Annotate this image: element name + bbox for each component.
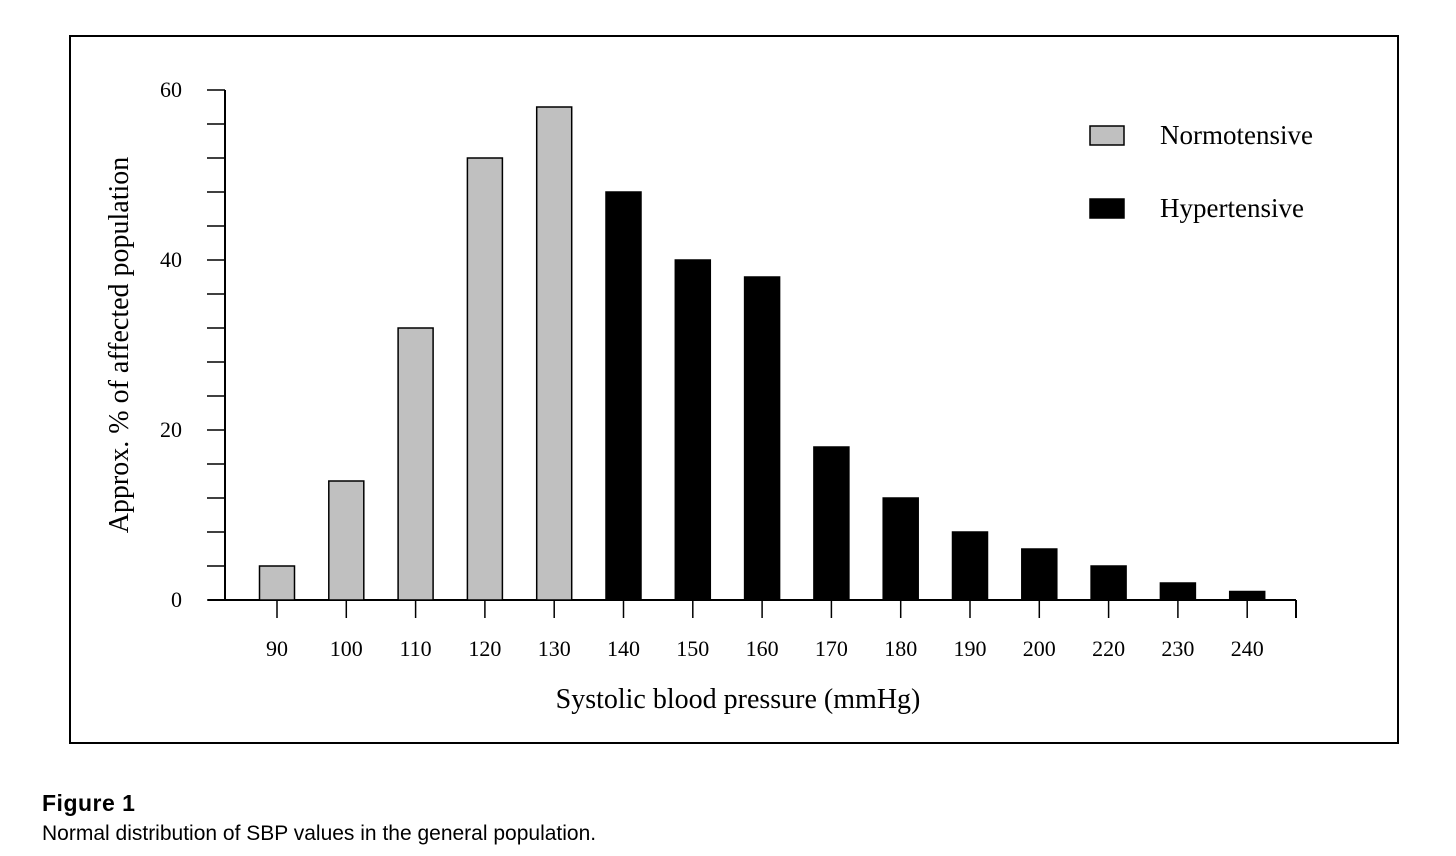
tick-labels: 0 20 40 60 90 100 110 120 130 140 150 160 170 180 190 2… [160,77,1264,661]
y-tick-label: 40 [160,247,182,272]
x-tick-label-110: 110 [400,636,432,661]
x-tick-label-150: 150 [676,636,709,661]
figure-label: Figure 1 [42,790,136,816]
bar-180 [882,497,919,601]
x-tick-label-160: 160 [746,636,779,661]
bar-220 [1090,565,1127,601]
chart-frame [69,35,1399,744]
bar-130 [535,106,573,601]
x-tick-label-120: 120 [468,636,501,661]
x-tick-label-180: 180 [884,636,917,661]
x-tick-label-190: 190 [954,636,987,661]
x-tick-label-200: 200 [1023,636,1056,661]
legend-label-hypertensive: Hypertensive [1160,193,1304,223]
y-tick-label: 60 [160,77,182,102]
bar-190 [951,531,989,601]
bar-200 [1021,548,1058,601]
bar-170 [813,446,850,601]
bar-240 [1228,590,1266,601]
x-tick-label-230: 230 [1161,636,1194,661]
x-tick-label-90: 90 [266,636,288,661]
legend: Normotensive Hypertensive [1089,120,1313,223]
bar-100 [328,480,365,601]
figure-caption: Normal distribution of SBP values in the… [42,822,597,845]
bar-230 [1159,582,1197,601]
bar-140 [605,191,642,601]
x-tick-label-100: 100 [330,636,363,661]
x-axis-title: Systolic blood pressure (mmHg) [556,684,921,715]
bar-160 [743,276,781,601]
y-tick-label: 0 [171,587,182,612]
bar-110 [397,327,434,601]
bars [258,106,1266,601]
x-tick-label-130: 130 [538,636,571,661]
x-tick-label-170: 170 [815,636,848,661]
y-tick-label: 20 [160,417,182,442]
bar-150 [674,259,712,601]
bar-90 [258,565,296,601]
y-axis-title: Approx. % of affected population [104,157,135,534]
legend-label-normotensive: Normotensive [1160,120,1313,150]
bar-chart: 0 20 40 60 90 100 110 120 130 140 150 160 170 180 190 2… [104,77,1313,715]
legend-swatch-hypertensive [1089,198,1125,219]
x-tick-label-140: 140 [607,636,640,661]
x-tick-label-220: 220 [1092,636,1125,661]
bar-120 [466,157,504,601]
legend-swatch-normotensive [1089,125,1125,146]
x-tick-label-240: 240 [1231,636,1264,661]
